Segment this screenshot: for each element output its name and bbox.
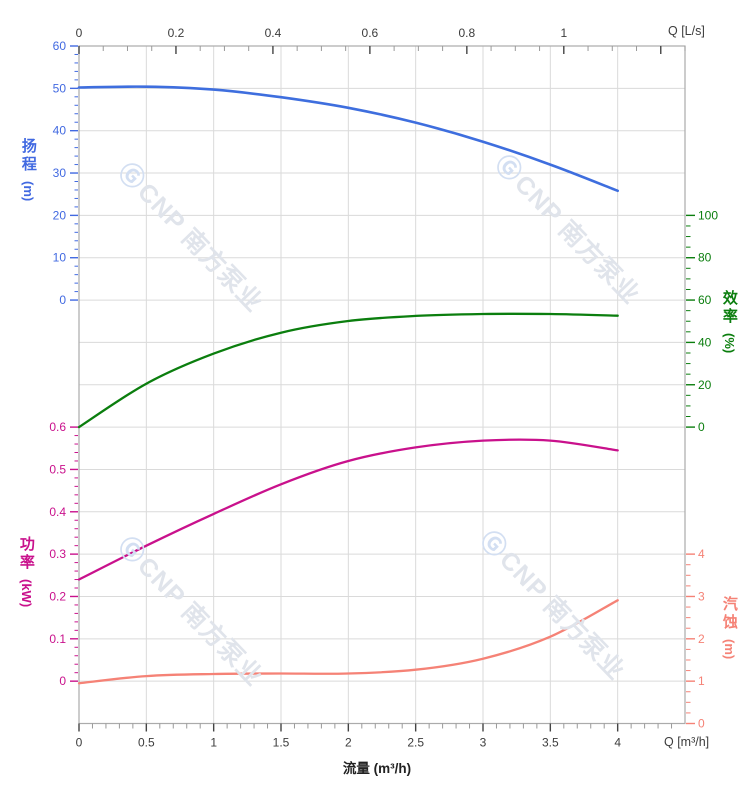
power-axis-tick-label: 0.4 <box>49 505 66 519</box>
efficiency-axis-tick-label: 0 <box>698 420 705 434</box>
efficiency-axis-tick-label: 60 <box>698 293 712 307</box>
x-axis-title: 流量 (m³/h) <box>342 761 412 776</box>
head-axis-unit: (m) <box>20 181 36 202</box>
top-axis-ticks: 0 0.2 0.4 0.6 0.8 1 <box>76 26 686 54</box>
efficiency-axis-tick-label: 40 <box>698 335 712 349</box>
npsh-curve <box>77 599 619 685</box>
gridlines <box>79 46 685 724</box>
top-axis-tick-label: 0.4 <box>265 26 282 40</box>
top-axis-tick-label: 0 <box>76 26 83 40</box>
power-axis-tick-label: 0.6 <box>49 420 66 434</box>
npsh-axis-tick-label: 0 <box>698 717 705 731</box>
efficiency-axis-name: 效率 <box>720 290 738 326</box>
head-curve <box>77 85 619 193</box>
power-axis-tick-label: 0.5 <box>49 462 66 476</box>
bottom-axis-tick-label: 0.5 <box>138 736 155 750</box>
head-axis-tick-label: 30 <box>53 166 67 180</box>
efficiency-axis-ticks: 100 80 60 40 20 0 <box>686 208 718 434</box>
head-axis-tick-label: 20 <box>53 208 67 222</box>
head-axis-label: 扬程 (m) <box>16 138 40 201</box>
bottom-axis-tick-label: 1.5 <box>273 736 290 750</box>
plot-frame <box>78 45 686 725</box>
top-axis-tick-label: 0.8 <box>458 26 475 40</box>
npsh-axis-ticks: 4 3 2 1 0 <box>686 547 705 731</box>
efficiency-axis-tick-label: 20 <box>698 378 712 392</box>
npsh-axis-tick-label: 1 <box>698 674 705 688</box>
power-curve <box>77 438 619 581</box>
efficiency-axis-label: 效率 (%) <box>717 290 741 353</box>
efficiency-axis-unit: (%) <box>721 333 737 354</box>
top-axis-tick-label: 1 <box>560 26 567 40</box>
bottom-axis-tick-label: 0 <box>76 736 83 750</box>
npsh-axis-name: 汽蚀 <box>720 596 738 632</box>
power-axis-tick-label: 0.1 <box>49 632 66 646</box>
head-axis-ticks: 60 50 40 30 20 10 0 <box>53 39 78 307</box>
npsh-axis-label: 汽蚀 (m) <box>717 596 741 659</box>
bottom-axis-tick-label: 3 <box>480 736 487 750</box>
power-axis-ticks: 0.6 0.5 0.4 0.3 0.2 0.1 0 <box>49 420 78 688</box>
head-axis-tick-label: 0 <box>59 293 66 307</box>
bottom-axis-tick-label: 1 <box>210 736 217 750</box>
top-axis-unit-label: Q [L/s] <box>668 24 705 38</box>
head-axis-name: 扬程 <box>19 138 37 174</box>
power-axis-unit: (kW) <box>18 579 34 608</box>
bottom-axis-tick-label: 2.5 <box>407 736 424 750</box>
bottom-axis-unit-label: Q [m³/h] <box>664 735 710 749</box>
top-axis-tick-label: 0.6 <box>362 26 379 40</box>
power-axis-tick-label: 0 <box>59 674 66 688</box>
npsh-axis-unit: (m) <box>721 639 737 660</box>
npsh-axis-tick-label: 2 <box>698 632 705 646</box>
efficiency-axis-tick-label: 80 <box>698 251 712 265</box>
head-axis-tick-label: 60 <box>53 39 67 53</box>
bottom-axis-tick-label: 2 <box>345 736 352 750</box>
efficiency-curve <box>77 312 619 429</box>
power-axis-name: 功率 <box>17 536 35 572</box>
power-axis-tick-label: 0.3 <box>49 547 66 561</box>
bottom-axis-tick-label: 4 <box>614 736 621 750</box>
power-axis-label: 功率 (kW) <box>14 536 38 607</box>
power-axis-tick-label: 0.2 <box>49 589 66 603</box>
bottom-axis-ticks: 0 0.5 1 1.5 2 2.5 3 3.5 4 <box>76 723 673 750</box>
efficiency-axis-tick-label: 100 <box>698 208 718 222</box>
head-axis-tick-label: 10 <box>53 251 67 265</box>
npsh-axis-tick-label: 4 <box>698 547 705 561</box>
head-axis-tick-label: 40 <box>53 124 67 138</box>
top-axis-tick-label: 0.2 <box>168 26 185 40</box>
bottom-axis-tick-label: 3.5 <box>542 736 559 750</box>
npsh-axis-tick-label: 3 <box>698 589 705 603</box>
head-axis-tick-label: 50 <box>53 81 67 95</box>
